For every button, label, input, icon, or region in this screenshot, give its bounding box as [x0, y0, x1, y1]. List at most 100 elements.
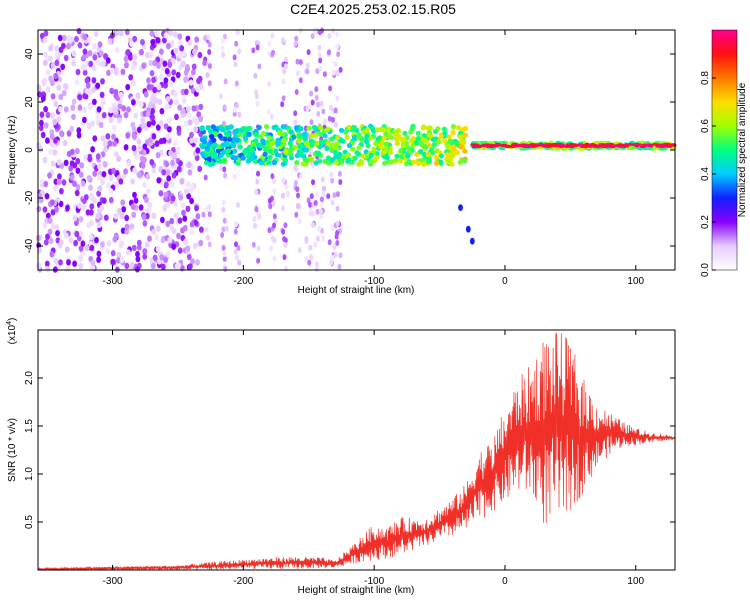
- spectrogram-cell: [98, 50, 104, 57]
- spectrogram-cell: [58, 46, 64, 53]
- spectrogram-cell: [123, 168, 128, 175]
- spectrogram-cell: [365, 143, 371, 149]
- spectrogram-cell: [317, 125, 324, 131]
- spectrogram-cell: [425, 125, 431, 131]
- spectrogram-cell: [82, 116, 87, 124]
- spectrogram-cell: [207, 41, 212, 48]
- spectrogram-cell: [335, 220, 340, 227]
- spectrogram-cell: [132, 53, 138, 61]
- spectrogram-cell: [221, 199, 226, 206]
- spectrogram-cell: [318, 29, 322, 36]
- spectrogram-cell: [121, 105, 127, 112]
- spectrogram-cell: [65, 266, 71, 273]
- y-tick-label: 0.5: [24, 515, 35, 529]
- spectrogram-cell: [321, 235, 326, 242]
- spectrogram-cell: [225, 141, 231, 148]
- spectrogram-cell: [330, 199, 335, 206]
- spectrogram-cell: [189, 228, 195, 236]
- spectrogram-cell: [335, 31, 339, 38]
- spectrogram-cell: [330, 116, 335, 123]
- spectrogram-cell: [272, 188, 277, 195]
- spectrogram-cell: [315, 235, 320, 242]
- spectrogram-cell: [573, 144, 579, 147]
- spectrogram-cell: [140, 162, 146, 169]
- spectrogram-cell: [97, 41, 103, 48]
- spectrogram-cell: [414, 151, 420, 157]
- y-tick-label: 40: [24, 48, 35, 60]
- spectrogram-cell: [311, 179, 315, 186]
- spectrogram-cell: [71, 50, 77, 57]
- spectrogram-cell: [236, 202, 240, 208]
- spectrogram-cell: [222, 166, 227, 173]
- spectrogram-cell: [112, 124, 117, 132]
- spectrogram-cell: [282, 254, 287, 261]
- spectrogram-cell: [65, 204, 70, 212]
- spectrogram-cell: [69, 125, 75, 133]
- spectrogram-cell: [220, 45, 225, 52]
- spectrogram-cell: [59, 188, 64, 195]
- spectrogram-cell: [76, 132, 82, 139]
- spectrogram-cell: [158, 138, 164, 145]
- spectrogram-cell: [150, 38, 156, 46]
- snr-x-ticks: -300 -200 -100 0 100: [103, 330, 645, 587]
- spectrogram-cell: [231, 142, 237, 149]
- spectrogram-cell: [374, 154, 380, 160]
- y-tick-label: 20: [24, 96, 35, 108]
- spectrogram-cell: [49, 250, 55, 258]
- spectrogram-cell: [135, 266, 140, 273]
- spectrogram-cell: [234, 80, 239, 87]
- spectrogram-cell: [406, 148, 412, 154]
- spectrogram-cell: [50, 223, 56, 230]
- spectrogram-cell: [410, 143, 416, 149]
- spectrogram-cell: [142, 248, 148, 255]
- spectrogram-cell: [106, 182, 111, 189]
- spectrogram-cell: [425, 151, 431, 157]
- spectrogram-cell: [409, 138, 415, 144]
- spectrogram-cell: [112, 106, 118, 113]
- spectrogram-cell: [123, 111, 129, 119]
- spectrogram-cell: [206, 156, 212, 162]
- spectrogram-cell: [131, 99, 136, 106]
- spectrogram-cell: [269, 141, 275, 147]
- spectrogram-cell: [325, 140, 331, 146]
- spectrogram-cell: [138, 101, 144, 108]
- spectrogram-cell: [182, 215, 188, 222]
- spectrogram-cell: [293, 40, 298, 47]
- spectrogram-cell: [190, 183, 196, 190]
- spectrogram-cell: [175, 146, 181, 153]
- spectrogram-cell: [255, 100, 260, 107]
- spectrogram-cell: [281, 78, 286, 85]
- spectrogram-cell: [53, 72, 59, 80]
- spectrogram-cell: [257, 213, 262, 220]
- spectrogram-cell: [36, 84, 42, 91]
- spectrogram-cell: [554, 144, 560, 148]
- spectrogram-cell: [177, 247, 183, 254]
- spectrogram-cell: [272, 159, 278, 166]
- spectrogram-cell: [223, 78, 228, 85]
- spectrogram-cell: [294, 160, 300, 166]
- spectrogram-cell: [322, 133, 328, 139]
- spectrogram-cell: [222, 251, 227, 257]
- spectrogram-cell: [131, 211, 137, 219]
- spectrogram-cell: [386, 133, 392, 139]
- spectrogram-cell: [111, 133, 116, 140]
- spectrogram-cell: [89, 234, 94, 241]
- spectrogram-y-ticks: -40 -20 0 20 40: [24, 48, 675, 253]
- spectrogram-cell: [117, 103, 123, 110]
- spectrogram-cell: [123, 55, 129, 63]
- spectrogram-cell: [108, 174, 114, 182]
- x-tick-label: -200: [233, 276, 253, 287]
- spectrogram-cell: [335, 240, 340, 246]
- spectrogram-cell: [225, 148, 231, 154]
- spectrogram-cell: [293, 110, 298, 117]
- spectrogram-cell: [44, 193, 50, 200]
- spectrogram-cell: [100, 60, 106, 67]
- spectrogram-cell: [151, 167, 157, 174]
- spectrogram-cell: [163, 256, 169, 263]
- spectrogram-cell: [583, 145, 589, 149]
- spectrogram-cell: [95, 113, 101, 120]
- spectrogram-cell: [418, 149, 424, 155]
- spectrogram-cell: [180, 60, 186, 68]
- spectrogram-cell: [275, 140, 281, 146]
- spectrogram-x-label: Height of straight line (km): [298, 285, 415, 296]
